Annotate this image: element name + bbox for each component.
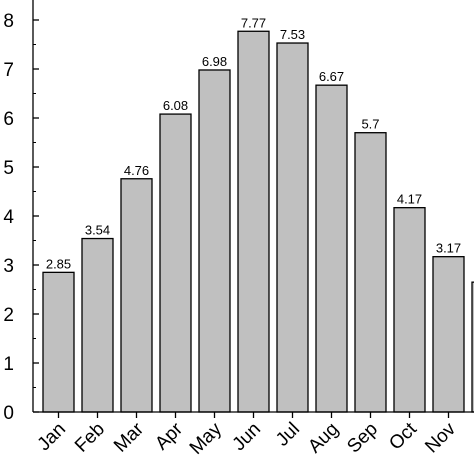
y-tick-label: 6 [3,109,14,130]
y-axis: 0 1 2 3 4 5 6 7 8 [3,0,39,424]
bar-dec [471,281,474,413]
bar-jun [237,30,270,413]
y-tick-label: 5 [3,158,14,179]
value-label-jan: 2.85 [46,256,71,271]
bar-feb [81,237,114,413]
bar-aug [315,84,348,413]
value-label-jul: 7.53 [280,27,305,42]
value-label-oct: 4.17 [397,192,422,207]
y-tick-label: 7 [3,60,14,81]
x-tick-label-oct: Oct [385,418,421,454]
x-tick-label-apr: Apr [151,418,187,454]
x-tick-label-sep: Sep [343,419,382,458]
y-tick-label: 3 [3,256,14,277]
bar-oct [393,207,426,413]
value-label-mar: 4.76 [124,163,149,178]
value-label-aug: 6.67 [319,69,344,84]
value-label-sep: 5.7 [361,117,379,132]
x-tick-label-mar: Mar [110,418,148,456]
x-tick-label-jun: Jun [229,419,266,456]
y-tick-label: 0 [3,403,14,424]
x-tick-label-feb: Feb [71,419,109,457]
value-label-apr: 6.08 [163,98,188,113]
x-tick-label-jul: Jul [272,419,304,451]
x-tick-label-aug: Aug [304,419,343,458]
bars-layer [42,30,474,413]
value-label-jun: 7.77 [241,15,266,30]
y-tick-label: 1 [3,354,14,375]
y-tick-label: 8 [3,11,14,32]
value-label-nov: 3.17 [436,241,461,256]
bar-may [198,69,231,413]
value-labels-layer: 2.85 3.54 4.76 6.08 6.98 7.77 7.53 6.67 5.7 4.17 3… [46,15,461,271]
bar-jul [276,42,309,413]
bar-nov [432,256,465,413]
value-label-may: 6.98 [202,54,227,69]
bar-jan [42,271,75,413]
bar-mar [120,178,153,413]
y-tick-label: 4 [3,207,14,228]
x-tick-label-nov: Nov [421,418,460,457]
value-label-feb: 3.54 [85,223,110,238]
y-tick-label: 2 [3,305,14,326]
bar-apr [159,113,192,413]
x-tick-label-may: May [186,418,227,459]
bar-sep [354,132,387,413]
x-tick-label-jan: Jan [34,419,71,456]
